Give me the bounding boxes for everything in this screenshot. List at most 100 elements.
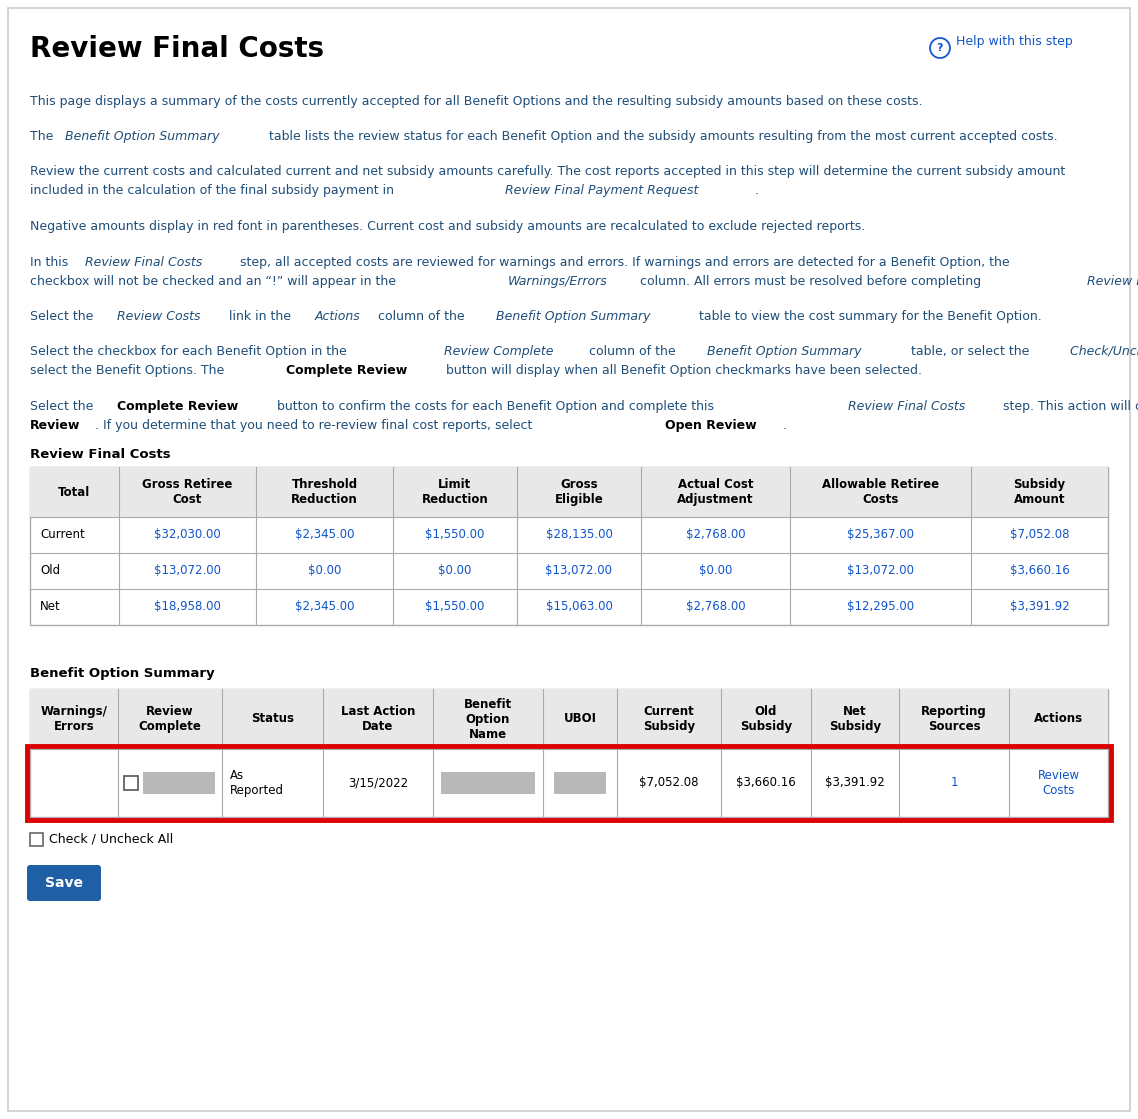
Text: Warnings/Errors: Warnings/Errors <box>508 275 608 288</box>
Text: Current: Current <box>40 528 84 542</box>
Text: $2,345.00: $2,345.00 <box>295 528 354 542</box>
Text: Actual Cost
Adjustment: Actual Cost Adjustment <box>677 478 753 506</box>
Text: checkbox will not be checked and an “!” will appear in the: checkbox will not be checked and an “!” … <box>30 275 399 288</box>
Text: $2,345.00: $2,345.00 <box>295 601 354 613</box>
Text: Subsidy
Amount: Subsidy Amount <box>1014 478 1065 506</box>
Text: table, or select the: table, or select the <box>907 345 1033 358</box>
Text: Status: Status <box>251 713 294 725</box>
Text: Review: Review <box>30 419 81 432</box>
Text: Gross
Eligible: Gross Eligible <box>554 478 603 506</box>
Text: Save: Save <box>46 876 83 890</box>
Text: link in the: link in the <box>224 310 295 323</box>
Text: $25,367.00: $25,367.00 <box>847 528 914 542</box>
Text: .: . <box>754 184 758 197</box>
Text: Review
Costs: Review Costs <box>1038 769 1080 797</box>
Text: $7,052.08: $7,052.08 <box>640 777 699 790</box>
Text: $0.00: $0.00 <box>307 564 341 577</box>
Text: Review Final Costs: Review Final Costs <box>848 399 965 413</box>
Text: $28,135.00: $28,135.00 <box>545 528 612 542</box>
Text: $15,063.00: $15,063.00 <box>545 601 612 613</box>
Text: Gross Retiree
Cost: Gross Retiree Cost <box>142 478 232 506</box>
Text: As
Reported: As Reported <box>230 769 284 797</box>
Text: $7,052.08: $7,052.08 <box>1009 528 1070 542</box>
Text: Review Complete: Review Complete <box>444 345 553 358</box>
Bar <box>30 689 1108 749</box>
Text: $13,072.00: $13,072.00 <box>545 564 612 577</box>
Text: . If you determine that you need to re-review final cost reports, select: . If you determine that you need to re-r… <box>94 419 536 432</box>
Text: Benefit Option Summary: Benefit Option Summary <box>30 667 215 680</box>
Text: select the Benefit Options. The: select the Benefit Options. The <box>30 364 229 377</box>
Text: Benefit Option Summary: Benefit Option Summary <box>707 345 861 358</box>
Text: Net: Net <box>40 601 60 613</box>
Text: Last Action
Date: Last Action Date <box>340 705 415 733</box>
Bar <box>124 775 138 790</box>
Text: table to view the cost summary for the Benefit Option.: table to view the cost summary for the B… <box>695 310 1042 323</box>
Text: Benefit Option Summary: Benefit Option Summary <box>496 310 651 323</box>
Bar <box>554 772 607 794</box>
Text: Threshold
Reduction: Threshold Reduction <box>291 478 357 506</box>
Text: column of the: column of the <box>585 345 679 358</box>
Text: Net
Subsidy: Net Subsidy <box>828 705 881 733</box>
Text: $1,550.00: $1,550.00 <box>426 601 485 613</box>
Text: $0.00: $0.00 <box>699 564 732 577</box>
Text: $3,391.92: $3,391.92 <box>825 777 885 790</box>
Text: Warnings/
Errors: Warnings/ Errors <box>41 705 107 733</box>
Text: included in the calculation of the final subsidy payment in: included in the calculation of the final… <box>30 184 398 197</box>
Text: button will display when all Benefit Option checkmarks have been selected.: button will display when all Benefit Opt… <box>443 364 922 377</box>
FancyBboxPatch shape <box>27 865 101 901</box>
Text: Old: Old <box>40 564 60 577</box>
Text: Complete Review: Complete Review <box>286 364 407 377</box>
Text: step. This action will change the button name to: step. This action will change the button… <box>999 399 1138 413</box>
Bar <box>30 467 1108 517</box>
Text: $18,958.00: $18,958.00 <box>154 601 221 613</box>
Text: Select the: Select the <box>30 310 98 323</box>
Text: Actions: Actions <box>1034 713 1083 725</box>
Text: Allowable Retiree
Costs: Allowable Retiree Costs <box>822 478 939 506</box>
Text: Review the current costs and calculated current and net subsidy amounts carefull: Review the current costs and calculated … <box>30 164 1065 178</box>
Bar <box>27 746 1111 820</box>
Text: The: The <box>30 130 57 143</box>
Text: Old
Subsidy: Old Subsidy <box>740 705 792 733</box>
Text: Review Final Costs: Review Final Costs <box>1087 275 1138 288</box>
Bar <box>442 772 535 794</box>
Text: Negative amounts display in red font in parentheses. Current cost and subsidy am: Negative amounts display in red font in … <box>30 220 865 233</box>
Bar <box>143 772 215 794</box>
Text: $1,550.00: $1,550.00 <box>426 528 485 542</box>
Text: Review
Complete: Review Complete <box>139 705 201 733</box>
Text: ?: ? <box>937 43 943 53</box>
Text: Benefit Option Summary: Benefit Option Summary <box>65 130 220 143</box>
Text: Open Review: Open Review <box>665 419 756 432</box>
Text: Reporting
Sources: Reporting Sources <box>921 705 987 733</box>
Text: Review Final Costs: Review Final Costs <box>30 35 324 63</box>
Text: $12,295.00: $12,295.00 <box>847 601 914 613</box>
Text: $2,768.00: $2,768.00 <box>686 601 745 613</box>
Text: 1: 1 <box>950 777 958 790</box>
Bar <box>30 689 1108 817</box>
Text: button to confirm the costs for each Benefit Option and complete this: button to confirm the costs for each Ben… <box>273 399 718 413</box>
Bar <box>30 467 1108 626</box>
Text: This page displays a summary of the costs currently accepted for all Benefit Opt: This page displays a summary of the cost… <box>30 95 923 109</box>
Text: Review Final Payment Request: Review Final Payment Request <box>505 184 699 197</box>
Text: $0.00: $0.00 <box>438 564 471 577</box>
Text: column of the: column of the <box>374 310 469 323</box>
Text: Select the checkbox for each Benefit Option in the: Select the checkbox for each Benefit Opt… <box>30 345 351 358</box>
Text: $3,660.16: $3,660.16 <box>736 777 795 790</box>
Text: UBOI: UBOI <box>563 713 596 725</box>
Text: Complete Review: Complete Review <box>117 399 238 413</box>
Text: 3/15/2022: 3/15/2022 <box>348 777 409 790</box>
Text: Total: Total <box>58 486 91 498</box>
Text: column. All errors must be resolved before completing: column. All errors must be resolved befo… <box>636 275 986 288</box>
Text: table lists the review status for each Benefit Option and the subsidy amounts re: table lists the review status for each B… <box>265 130 1057 143</box>
Text: Check / Uncheck All: Check / Uncheck All <box>49 833 173 846</box>
Text: Limit
Reduction: Limit Reduction <box>421 478 488 506</box>
Text: Review Costs: Review Costs <box>117 310 200 323</box>
Text: Select the: Select the <box>30 399 98 413</box>
Text: Review Final Costs: Review Final Costs <box>30 448 171 461</box>
Text: .: . <box>783 419 786 432</box>
Text: Actions: Actions <box>315 310 361 323</box>
Text: Review Final Costs: Review Final Costs <box>84 256 201 269</box>
Text: $2,768.00: $2,768.00 <box>686 528 745 542</box>
Bar <box>30 833 43 846</box>
Text: Benefit
Option
Name: Benefit Option Name <box>464 697 512 741</box>
Text: $32,030.00: $32,030.00 <box>154 528 221 542</box>
